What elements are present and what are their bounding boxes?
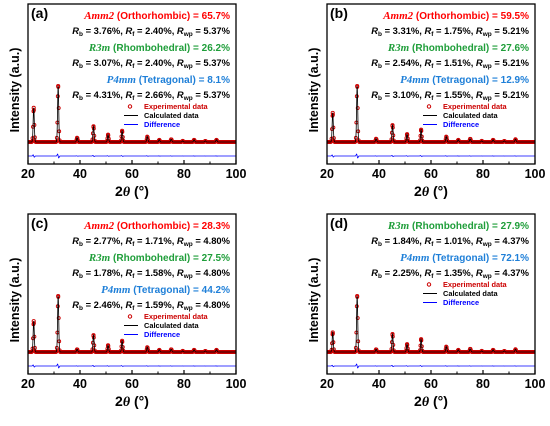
y-axis-label: Intensity (a.u.) [307, 258, 321, 343]
x-tick-label: 80 [476, 167, 490, 181]
difference-line [327, 153, 535, 159]
x-tick-label: 80 [177, 167, 191, 181]
legend-marker-experimental [127, 104, 133, 109]
legend-label-difference: Difference [443, 120, 479, 129]
phase-reliability-factors: Rb = 3.07%, Rf = 2.40%, Rwp = 5.37% [72, 57, 230, 70]
legend-label-calculated: Calculated data [443, 289, 499, 298]
x-tick-label: 100 [226, 167, 247, 181]
x-tick-label: 40 [372, 377, 386, 391]
phase-fraction-label: R3m (Rhombohedral) = 27.5% [88, 252, 230, 264]
legend-label-experimental: Experimental data [144, 312, 209, 321]
calculated-data-line [28, 85, 236, 143]
phase-reliability-factors: Rb = 3.76%, Rf = 2.40%, Rwp = 5.37% [72, 25, 230, 38]
phase-fraction-label: R3m (Rhombohedral) = 26.2% [88, 42, 230, 54]
panel-b: 20 40 60 80 100 2θ (°) Intensity (a.u.) (b) Amm2… [307, 3, 546, 200]
x-tick-label: 80 [177, 377, 191, 391]
legend-label-difference: Difference [443, 298, 479, 307]
legend-label-calculated: Calculated data [443, 111, 499, 120]
phase-fraction-label: P4mm (Tetragonal) = 72.1% [400, 252, 529, 264]
experimental-peak-point [106, 343, 111, 348]
panel-d: 20 40 60 80 100 2θ (°) Intensity (a.u.) (d) R3m … [307, 213, 546, 410]
panel-letter: (d) [330, 215, 348, 231]
phase-fraction-label: R3m (Rhombohedral) = 27.6% [387, 42, 529, 54]
phase-reliability-factors: Rb = 2.46%, Rf = 1.59%, Rwp = 4.80% [72, 299, 230, 312]
calculated-data-line [28, 295, 236, 353]
x-tick-label: 60 [125, 167, 139, 181]
phase-fraction-label: R3m (Rhombohedral) = 27.9% [387, 220, 529, 232]
y-axis-label: Intensity (a.u.) [307, 48, 321, 133]
panel-c: 20 40 60 80 100 2θ (°) Intensity (a.u.) (c) Amm2… [8, 213, 247, 410]
phase-fraction-label: Amm2 (Orthorhombic) = 59.5% [382, 10, 529, 22]
phase-reliability-factors: Rb = 2.25%, Rf = 1.35%, Rwp = 4.37% [371, 267, 529, 280]
phase-reliability-factors: Rb = 1.84%, Rf = 1.01%, Rwp = 4.37% [371, 235, 529, 248]
x-tick-label: 40 [372, 167, 386, 181]
phase-reliability-factors: Rb = 4.31%, Rf = 2.66%, Rwp = 5.37% [72, 89, 230, 102]
x-tick-label: 100 [525, 377, 546, 391]
x-tick-label: 60 [424, 167, 438, 181]
panel-letter: (a) [31, 5, 48, 21]
calculated-data-line [327, 295, 535, 353]
phase-reliability-factors: Rb = 2.54%, Rf = 1.51%, Rwp = 5.21% [371, 57, 529, 70]
phase-reliability-factors: Rb = 1.78%, Rf = 1.58%, Rwp = 4.80% [72, 267, 230, 280]
x-axis-label: 2θ (°) [115, 183, 149, 200]
x-tick-label: 60 [424, 377, 438, 391]
calculated-data-line [327, 85, 535, 143]
phase-fraction-label: Amm2 (Orthorhombic) = 65.7% [83, 10, 230, 22]
x-tick-label: 60 [125, 377, 139, 391]
x-axis-label: 2θ (°) [414, 393, 448, 410]
legend-label-difference: Difference [144, 330, 180, 339]
x-axis-label: 2θ (°) [115, 393, 149, 410]
x-tick-label: 40 [73, 167, 87, 181]
phase-reliability-factors: Rb = 3.31%, Rf = 1.75%, Rwp = 5.21% [371, 25, 529, 38]
panel-letter: (b) [330, 5, 348, 21]
panel-letter: (c) [31, 215, 48, 231]
difference-line [28, 363, 236, 369]
x-tick-label: 100 [525, 167, 546, 181]
x-tick-label: 40 [73, 377, 87, 391]
x-tick-label: 20 [320, 167, 334, 181]
phase-fraction-label: Amm2 (Orthorhombic) = 28.3% [83, 220, 230, 232]
legend-label-experimental: Experimental data [144, 102, 209, 111]
difference-line [28, 153, 236, 159]
phase-fraction-label: P4mm (Tetragonal) = 12.9% [400, 74, 529, 86]
legend-label-calculated: Calculated data [144, 111, 200, 120]
legend-marker-experimental [127, 314, 133, 319]
y-axis-label: Intensity (a.u.) [8, 48, 22, 133]
legend-marker-experimental [426, 104, 432, 109]
phase-reliability-factors: Rb = 2.77%, Rf = 1.71%, Rwp = 4.80% [72, 235, 230, 248]
legend-label-experimental: Experimental data [443, 102, 508, 111]
x-tick-label: 20 [320, 377, 334, 391]
x-tick-label: 20 [21, 377, 35, 391]
legend-label-calculated: Calculated data [144, 321, 200, 330]
x-axis-label: 2θ (°) [414, 183, 448, 200]
legend-marker-experimental [426, 282, 432, 287]
phase-fraction-label: P4mm (Tetragonal) = 8.1% [107, 74, 230, 86]
y-axis-label: Intensity (a.u.) [8, 258, 22, 343]
phase-fraction-label: P4mm (Tetragonal) = 44.2% [101, 284, 230, 296]
x-tick-label: 20 [21, 167, 35, 181]
panel-a: 20 40 60 80 100 2θ (°) Intensity (a.u.) (a) Amm2… [8, 3, 247, 200]
legend-label-difference: Difference [144, 120, 180, 129]
phase-reliability-factors: Rb = 3.10%, Rf = 1.55%, Rwp = 5.21% [371, 89, 529, 102]
x-tick-label: 100 [226, 377, 247, 391]
legend-label-experimental: Experimental data [443, 280, 508, 289]
x-tick-label: 80 [476, 377, 490, 391]
difference-line [327, 363, 535, 369]
